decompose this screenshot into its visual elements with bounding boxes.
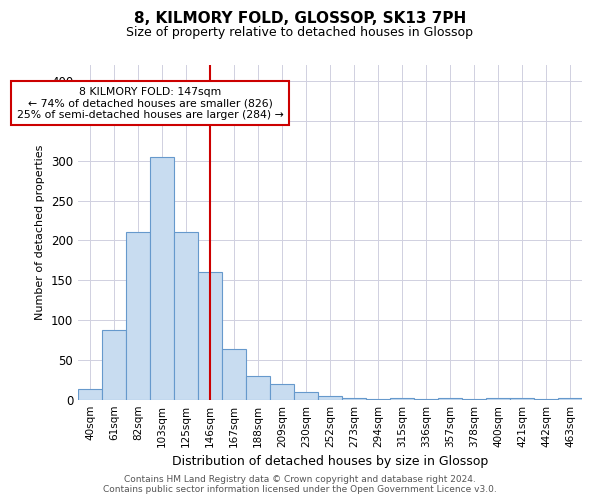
Bar xyxy=(318,396,342,400)
X-axis label: Distribution of detached houses by size in Glossop: Distribution of detached houses by size … xyxy=(172,456,488,468)
Bar xyxy=(342,398,366,400)
Bar xyxy=(438,398,462,400)
Bar xyxy=(270,384,294,400)
Text: Contains HM Land Registry data © Crown copyright and database right 2024.
Contai: Contains HM Land Registry data © Crown c… xyxy=(103,474,497,494)
Y-axis label: Number of detached properties: Number of detached properties xyxy=(35,145,46,320)
Bar xyxy=(198,272,222,400)
Bar xyxy=(558,398,582,400)
Bar xyxy=(126,232,150,400)
Bar xyxy=(150,156,174,400)
Bar xyxy=(510,398,534,400)
Text: 8, KILMORY FOLD, GLOSSOP, SK13 7PH: 8, KILMORY FOLD, GLOSSOP, SK13 7PH xyxy=(134,11,466,26)
Bar xyxy=(294,392,318,400)
Bar xyxy=(366,399,390,400)
Bar xyxy=(222,349,246,400)
Bar xyxy=(102,330,126,400)
Text: Size of property relative to detached houses in Glossop: Size of property relative to detached ho… xyxy=(127,26,473,39)
Bar xyxy=(534,399,558,400)
Bar xyxy=(78,389,102,400)
Bar xyxy=(462,399,486,400)
Bar xyxy=(390,398,414,400)
Text: 8 KILMORY FOLD: 147sqm
← 74% of detached houses are smaller (826)
25% of semi-de: 8 KILMORY FOLD: 147sqm ← 74% of detached… xyxy=(17,86,283,120)
Bar xyxy=(174,232,198,400)
Bar xyxy=(414,399,438,400)
Bar xyxy=(486,398,510,400)
Bar xyxy=(246,376,270,400)
